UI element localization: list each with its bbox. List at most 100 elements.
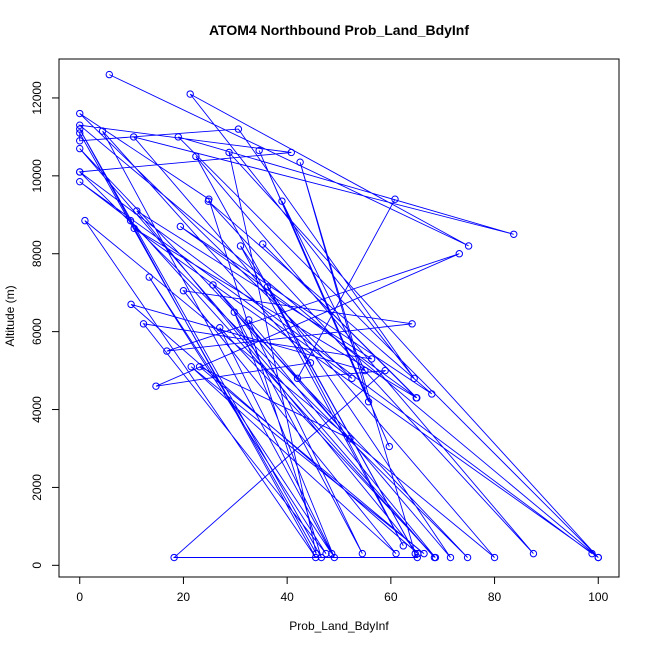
series-layer bbox=[78, 74, 599, 558]
data-point bbox=[529, 549, 538, 558]
data-point bbox=[328, 549, 336, 558]
data-point bbox=[145, 273, 153, 281]
data-point bbox=[216, 324, 224, 332]
data-point bbox=[413, 553, 421, 562]
points-layer bbox=[76, 70, 602, 562]
data-point bbox=[431, 553, 440, 562]
data-point bbox=[346, 435, 354, 443]
data-point bbox=[76, 109, 84, 118]
data-point bbox=[385, 442, 393, 451]
data-point bbox=[230, 308, 238, 316]
data-point bbox=[187, 362, 195, 371]
data-point bbox=[408, 320, 416, 328]
data-point bbox=[234, 125, 243, 133]
x-axis-label: Prob_Land_BdyInf bbox=[289, 619, 389, 633]
data-point bbox=[76, 125, 84, 133]
series-line bbox=[78, 74, 599, 558]
data-point bbox=[209, 281, 217, 289]
chart-title: ATOM4 Northbound Prob_Land_BdyInf bbox=[209, 22, 469, 38]
data-point bbox=[127, 300, 135, 309]
data-point bbox=[464, 242, 473, 250]
y-axis-label: Altitude (m) bbox=[3, 285, 17, 346]
data-point bbox=[76, 177, 84, 186]
data-point bbox=[358, 549, 367, 558]
data-point bbox=[186, 90, 194, 98]
data-point bbox=[306, 359, 315, 367]
x-axis: 0 20 40 60 80 100 bbox=[76, 576, 609, 604]
data-point bbox=[311, 553, 320, 562]
data-point bbox=[255, 146, 263, 155]
data-point bbox=[446, 553, 455, 562]
data-point bbox=[179, 287, 188, 295]
data-point bbox=[192, 152, 200, 161]
data-point bbox=[463, 553, 472, 562]
y-tick-label: 4000 bbox=[30, 396, 44, 423]
data-point bbox=[126, 216, 135, 225]
y-tick-label: 6000 bbox=[30, 318, 44, 345]
data-point bbox=[245, 316, 253, 324]
data-point bbox=[399, 542, 407, 550]
data-point bbox=[174, 133, 182, 141]
data-point bbox=[98, 127, 107, 135]
data-point bbox=[170, 553, 178, 562]
data-point bbox=[312, 549, 320, 558]
data-point bbox=[392, 549, 400, 558]
data-point bbox=[348, 374, 356, 383]
y-tick-label: 10000 bbox=[30, 159, 44, 193]
data-point bbox=[152, 382, 160, 390]
data-point bbox=[133, 207, 141, 215]
data-point bbox=[176, 222, 185, 231]
data-point bbox=[225, 148, 233, 157]
data-point bbox=[130, 224, 138, 233]
data-point bbox=[510, 230, 518, 238]
data-point bbox=[588, 549, 596, 558]
y-tick-label: 2000 bbox=[30, 474, 44, 501]
x-tick-label: 40 bbox=[280, 590, 294, 604]
data-point bbox=[76, 121, 84, 129]
data-point bbox=[428, 390, 436, 398]
data-point bbox=[81, 216, 89, 225]
data-point bbox=[317, 553, 326, 562]
x-tick-label: 80 bbox=[488, 590, 502, 604]
data-point bbox=[259, 240, 267, 248]
data-point bbox=[361, 366, 369, 375]
data-point bbox=[411, 549, 419, 558]
data-point bbox=[139, 320, 148, 328]
x-tick-label: 20 bbox=[177, 590, 191, 604]
data-point bbox=[204, 197, 213, 205]
data-point bbox=[287, 148, 295, 157]
data-point bbox=[76, 168, 84, 176]
data-point bbox=[129, 133, 138, 141]
data-point bbox=[163, 347, 171, 355]
data-point bbox=[263, 283, 272, 291]
y-axis: 0 2000 4000 6000 8000 10000 12000 bbox=[30, 81, 60, 569]
data-point bbox=[381, 366, 389, 375]
y-tick-label: 8000 bbox=[30, 240, 44, 267]
data-point bbox=[367, 355, 376, 363]
data-point bbox=[76, 144, 84, 153]
data-point bbox=[490, 553, 499, 562]
x-tick-label: 60 bbox=[384, 590, 398, 604]
data-point bbox=[322, 549, 330, 558]
y-tick-label: 0 bbox=[30, 562, 44, 569]
data-point bbox=[293, 374, 302, 383]
data-point bbox=[76, 137, 84, 145]
data-point bbox=[236, 242, 245, 250]
x-tick-label: 0 bbox=[76, 590, 83, 604]
data-point bbox=[410, 374, 418, 383]
data-point bbox=[105, 70, 113, 79]
data-point bbox=[594, 553, 602, 562]
data-point bbox=[413, 394, 421, 402]
data-point bbox=[195, 362, 204, 371]
data-point bbox=[455, 250, 463, 258]
data-point bbox=[296, 158, 304, 166]
data-point bbox=[391, 195, 399, 203]
y-tick-label: 12000 bbox=[30, 81, 44, 115]
data-point bbox=[420, 549, 428, 558]
data-point bbox=[330, 553, 339, 562]
data-point bbox=[278, 197, 286, 205]
x-tick-label: 100 bbox=[588, 590, 608, 604]
data-point bbox=[364, 398, 373, 406]
data-point bbox=[76, 129, 84, 137]
